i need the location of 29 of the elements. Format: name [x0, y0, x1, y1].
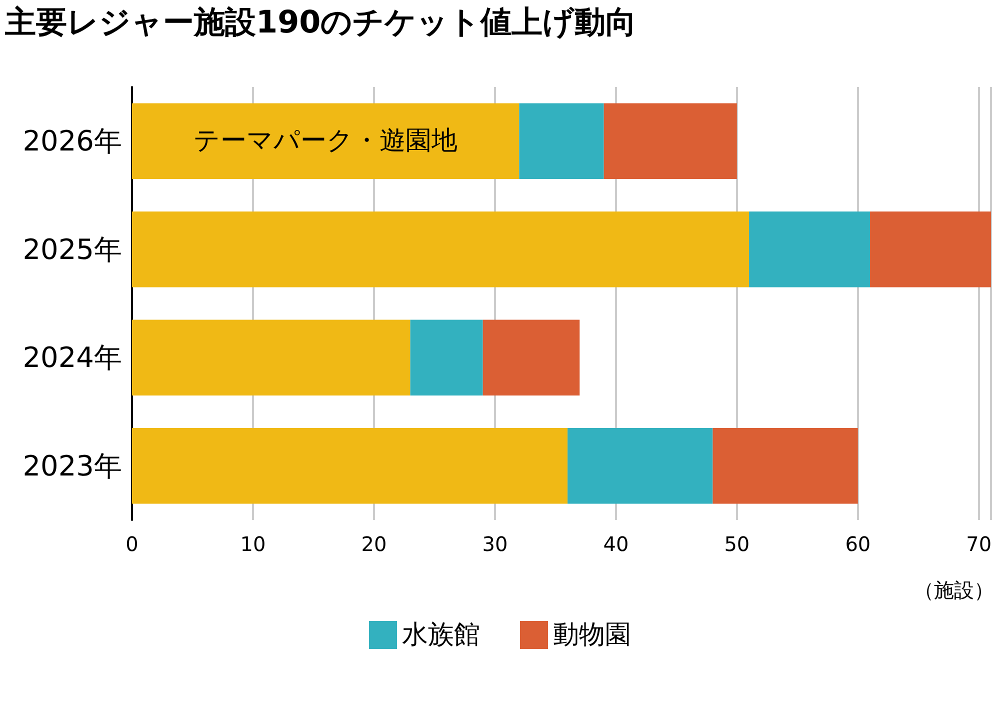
legend-label: 動物園 — [553, 620, 631, 650]
series-label: テーマパーク・遊園地 — [194, 126, 458, 156]
x-tick-label: 0 — [126, 532, 138, 556]
bar — [519, 103, 604, 180]
y-tick-label: 2024年 — [22, 341, 122, 374]
x-tick-label: 70 — [966, 532, 992, 556]
bar — [132, 103, 520, 180]
bar — [132, 320, 410, 396]
y-tick-label: 2023年 — [22, 449, 122, 482]
x-tick-label: 50 — [724, 532, 750, 556]
bar — [749, 211, 870, 288]
x-tick-label: 30 — [482, 532, 508, 556]
x-tick-label: 60 — [845, 532, 871, 556]
x-tick-label: 10 — [240, 532, 266, 556]
bar — [604, 103, 737, 180]
x-tick-label: 20 — [361, 532, 387, 556]
bar — [568, 428, 713, 504]
bar — [870, 211, 991, 288]
chart-title: 主要レジャー施設190のチケット値上げ動向 — [4, 4, 637, 40]
y-tick-label: 2025年 — [22, 232, 122, 266]
bar — [712, 428, 858, 504]
x-tick-label: 40 — [603, 532, 629, 556]
bar — [482, 320, 580, 396]
bar — [410, 320, 483, 396]
legend-label: 水族館 — [402, 620, 480, 650]
bar — [132, 211, 750, 288]
x-axis-title: （施設） — [914, 578, 994, 602]
bar — [132, 428, 568, 504]
y-tick-label: 2026年 — [22, 124, 122, 158]
